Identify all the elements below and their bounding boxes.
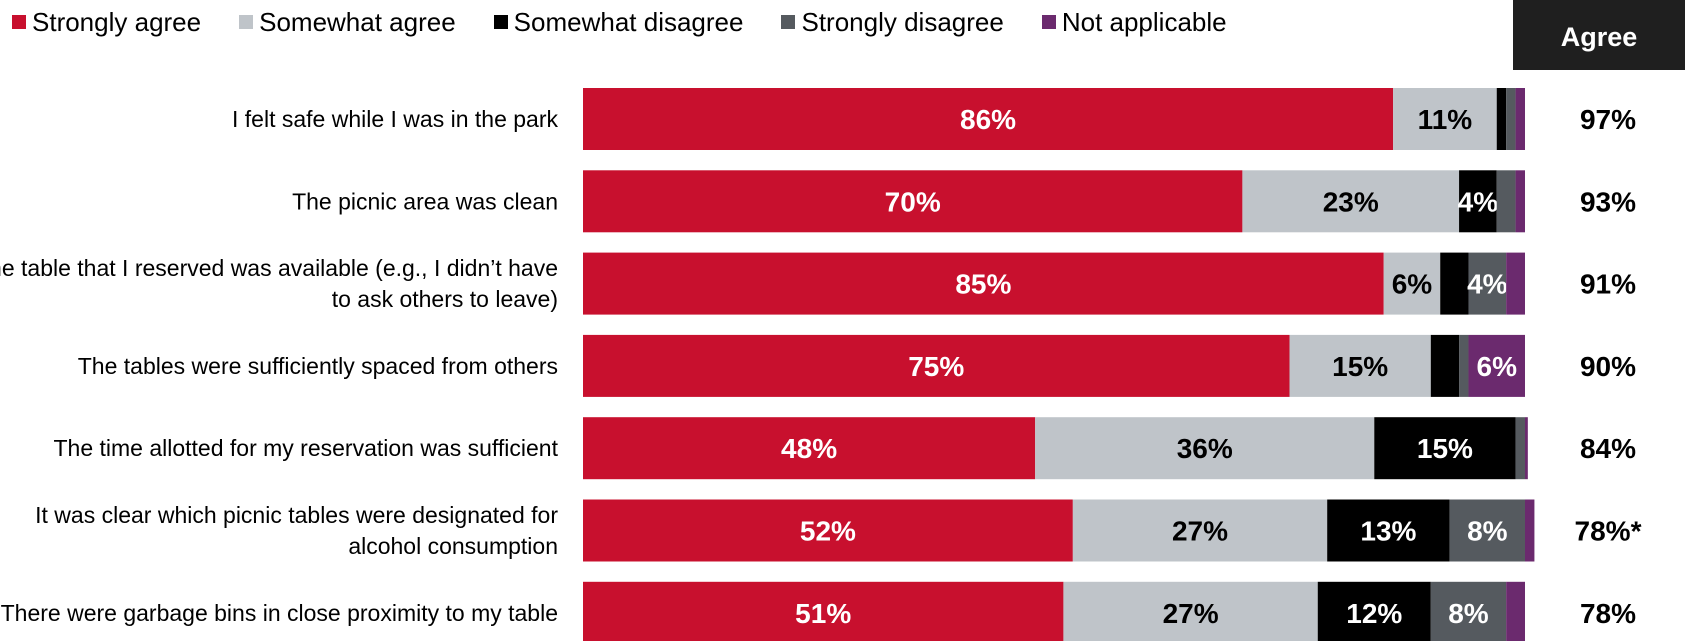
category-label-line: alcohol consumption [348, 533, 558, 559]
legend-item: Strongly disagree [781, 6, 1004, 38]
bar-segment [1063, 581, 1318, 641]
bar-segment [1468, 252, 1507, 315]
bar-value-label: 85% [955, 269, 1011, 300]
category-label-line: The time allotted for my reservation was… [53, 435, 558, 461]
bar-value-label: 27% [1163, 598, 1219, 629]
bar-segment [583, 417, 1036, 480]
bar-segment [1506, 252, 1525, 315]
agree-total-label: 91% [1580, 269, 1636, 300]
bar-segment [1459, 170, 1497, 233]
category-label-line: It was clear which picnic tables were de… [35, 502, 558, 528]
category-label: There were garbage bins in close proximi… [1, 600, 558, 626]
bar-value-label: 4% [1467, 269, 1508, 300]
category-label-line: There were garbage bins in close proximi… [1, 600, 558, 626]
category-label-line: to ask others to leave) [332, 286, 558, 312]
bar-segment [583, 334, 1290, 397]
bar-segment [1317, 581, 1431, 641]
agree-total-label: 78%* [1575, 516, 1642, 547]
bar-value-label: 11% [1418, 104, 1473, 135]
legend: Strongly agree Somewhat agree Somewhat dis… [12, 4, 1265, 40]
agree-column-header: Agree [1513, 0, 1685, 70]
bar-value-label: 51% [795, 598, 851, 629]
category-label: The time allotted for my reservation was… [53, 435, 558, 461]
legend-label: Strongly agree [32, 6, 202, 37]
bar-segment [1242, 170, 1460, 233]
legend-label: Not applicable [1061, 6, 1227, 37]
category-label: I felt safe while I was in the park [232, 106, 558, 132]
bar-value-label: 13% [1360, 516, 1416, 547]
agree-total-label: 78% [1580, 598, 1636, 629]
bar-segment [1072, 499, 1328, 562]
legend-item: Somewhat disagree [493, 6, 744, 38]
bar-segment [1525, 417, 1528, 480]
legend-label: Strongly disagree [801, 6, 1004, 37]
bar-segment [1440, 252, 1469, 315]
bar-value-label: 23% [1323, 186, 1379, 217]
bar-value-label: 48% [781, 433, 837, 464]
bar-segment [1496, 170, 1516, 233]
bar-value-label: 6% [1392, 269, 1433, 300]
legend-swatch [781, 15, 796, 29]
bar-value-label: 15% [1332, 351, 1388, 382]
bar-segment [583, 499, 1073, 562]
legend-item: Strongly agree [12, 7, 201, 38]
agree-total-label: 97% [1580, 104, 1636, 135]
category-label: The picnic area was clean [292, 188, 558, 214]
legend-swatch [493, 15, 508, 29]
category-label: The tables were sufficiently spaced from… [78, 353, 558, 379]
agree-total-label: 93% [1580, 186, 1636, 217]
bar-value-label: 70% [885, 186, 941, 217]
category-label-line: The table that I reserved was available … [0, 255, 558, 281]
bar-segment [1515, 88, 1525, 150]
bar-segment [1515, 417, 1525, 480]
bar-segment [1383, 252, 1441, 315]
bar-segment [1430, 581, 1507, 641]
legend-label: Somewhat agree [259, 6, 456, 37]
category-label-line: The tables were sufficiently spaced from… [78, 353, 558, 379]
bar-segment [1468, 334, 1525, 397]
legend-swatch [1041, 15, 1056, 29]
agree-total-label: 90% [1580, 351, 1636, 382]
category-label: The table that I reserved was available … [0, 255, 558, 312]
bar-segment [583, 170, 1243, 233]
bar-value-label: 12% [1346, 598, 1402, 629]
bar-value-label: 27% [1172, 516, 1228, 547]
category-label-line: The picnic area was clean [292, 188, 558, 214]
bar-value-label: 6% [1477, 351, 1518, 382]
bar-segment [1430, 334, 1460, 397]
legend-swatch [239, 15, 254, 29]
legend-item: Somewhat agree [239, 7, 456, 38]
bar-value-label: 15% [1417, 433, 1473, 464]
bar-segment [1393, 88, 1497, 150]
agree-total-label: 84% [1580, 433, 1636, 464]
bar-segment [583, 581, 1064, 641]
legend-swatch [12, 15, 26, 29]
bar-segment [1035, 417, 1375, 480]
bar-segment [583, 88, 1394, 150]
bar-segment [1327, 499, 1450, 562]
bar-value-label: 52% [800, 516, 856, 547]
category-label: It was clear which picnic tables were de… [35, 502, 558, 559]
bar-segment [1289, 334, 1431, 397]
bar-segment [1496, 88, 1507, 150]
bar-segment [583, 252, 1384, 315]
bar-value-label: 75% [908, 351, 964, 382]
bar-segment [1459, 334, 1469, 397]
bar-segment [1515, 170, 1525, 233]
bar-value-label: 8% [1467, 516, 1508, 547]
bar-value-label: 36% [1177, 433, 1233, 464]
bar-segment [1506, 88, 1516, 150]
category-label-line: I felt safe while I was in the park [232, 106, 558, 132]
bar-value-label: 86% [960, 104, 1016, 135]
legend-item: Not applicable [1041, 6, 1227, 38]
bar-value-label: 4% [1458, 186, 1499, 217]
bar-segment [1374, 417, 1516, 480]
bar-segment [1449, 499, 1525, 562]
legend-label: Somewhat disagree [513, 6, 744, 37]
bar-segment [1506, 581, 1525, 641]
bar-segment [1525, 499, 1535, 562]
bar-value-label: 8% [1448, 598, 1489, 629]
